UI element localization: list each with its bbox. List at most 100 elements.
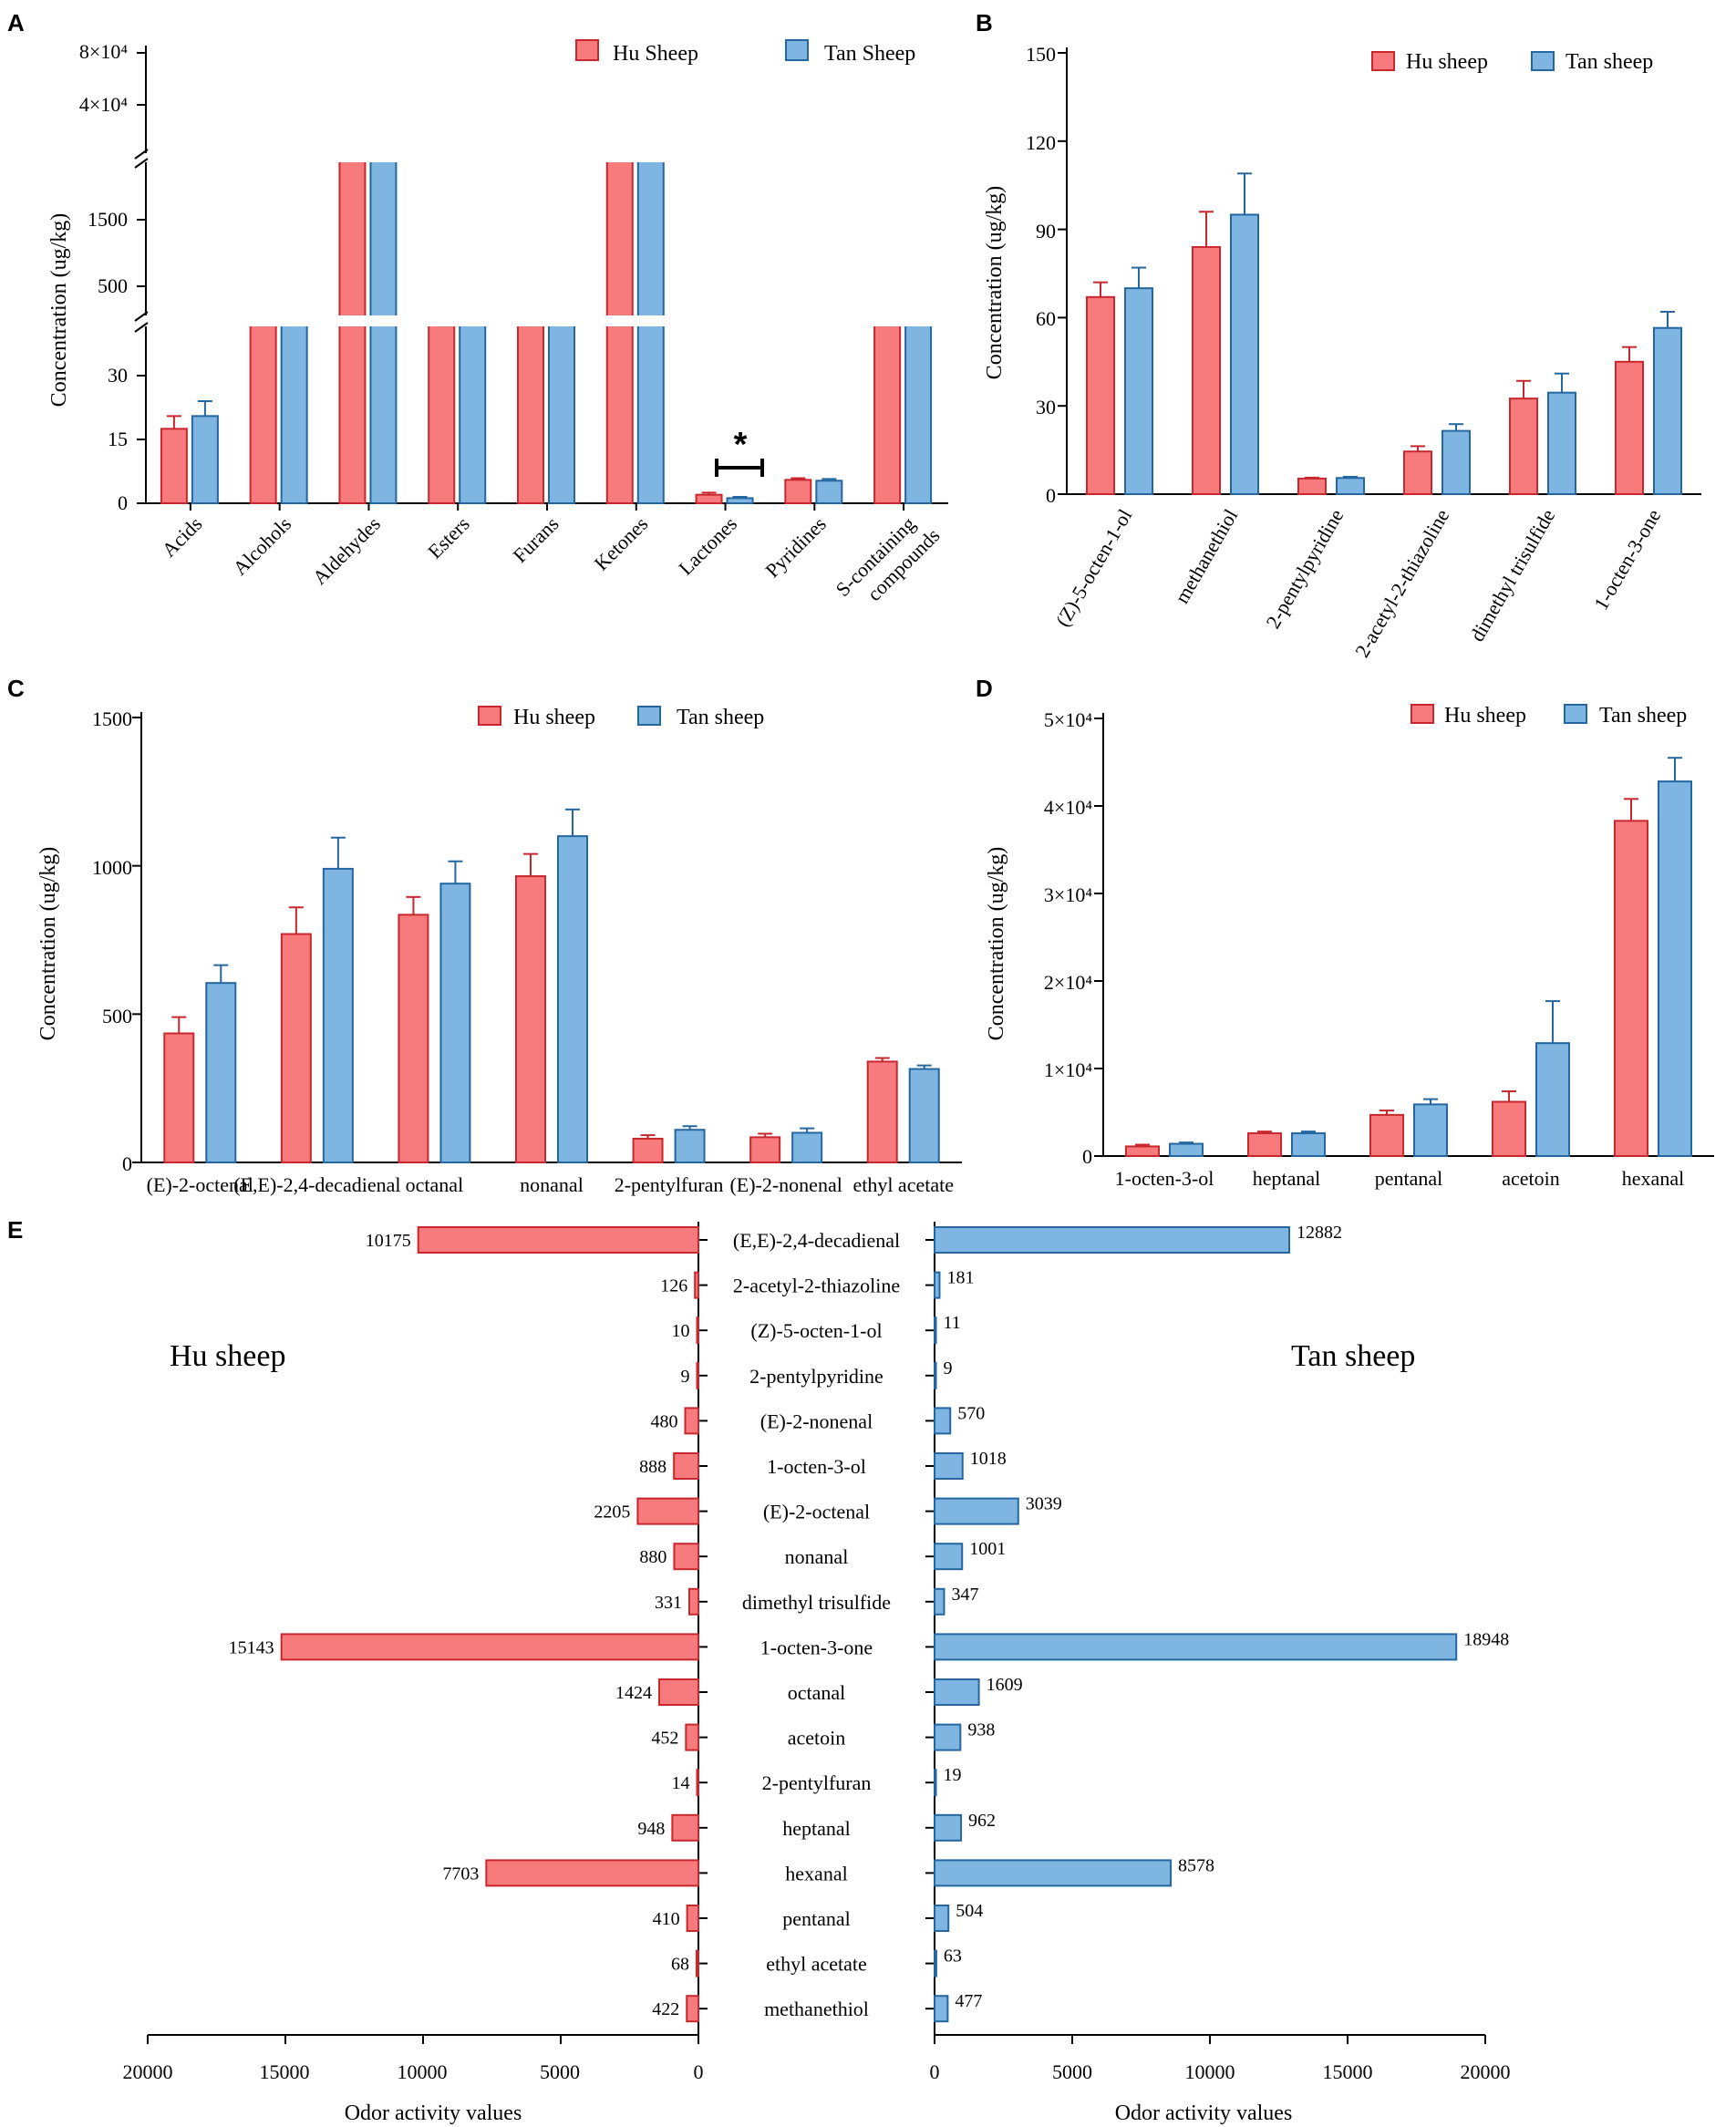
c-tick: 500 [102,1005,132,1027]
b-bar-hu [1192,245,1221,495]
a-axis-break-mark [134,322,149,333]
c-bar-tan [791,1131,823,1164]
e-category-label: (E,E)-2,4-decadienal [733,1229,900,1252]
a-bar-tan [548,316,575,504]
c-tick: 0 [122,1152,132,1175]
d-tick: 4×10⁴ [1044,796,1092,819]
e-category-label: heptanal [782,1817,851,1840]
legend-hu-label: Hu Sheep [613,42,698,66]
a-tick-4e4: 4×10⁴ [79,93,128,116]
e-bar-hu [636,1497,699,1525]
e-bar-hu [684,1407,700,1435]
a-bar-tan [369,156,398,504]
e-value-label-tan: 1018 [970,1449,1007,1469]
e-value-label-hu: 10175 [366,1231,411,1251]
c-y-axis-label: Concentration (ug/kg) [36,847,60,1041]
d-category-label: heptanal [1253,1167,1321,1190]
b-category-label: 1-octen-3-one [1589,505,1665,614]
a-category-label: Lactones [674,512,741,580]
a-tick-0: 0 [118,491,128,514]
b-tick: 0 [1046,484,1056,507]
e-value-label-hu: 15143 [229,1637,274,1657]
e-right-x-axis-label: Odor activity values [1115,2101,1293,2125]
b-bar-tan [1336,477,1365,496]
a-category-label: S-containingcompounds [831,506,944,619]
e-tick: 0 [694,2060,704,2083]
e-value-label-tan: 12882 [1297,1223,1342,1243]
e-right-ticks: 0 5000 10000 15000 20000 [930,2060,1511,2083]
e-value-label-tan: 18948 [1463,1629,1509,1649]
e-category-label: 2-pentylpyridine [749,1365,884,1388]
e-category-label: acetoin [788,1727,846,1750]
e-category-label: 1-octen-3-ol [767,1455,866,1478]
c-bar-hu [749,1136,781,1164]
b-y-axis-label: Concentration (ug/kg) [983,186,1007,380]
e-tick: 5000 [1052,2060,1092,2083]
c-category-label: (E)-2-octenal [147,1173,253,1196]
legend-hu-swatch [575,39,599,61]
d-bar-hu [1492,1100,1526,1157]
e-bar-tan [934,1271,941,1299]
e-value-label-hu: 452 [651,1729,678,1749]
a-tick-500: 500 [98,274,128,297]
e-category-label: (E)-2-nonenal [760,1409,873,1432]
e-value-label-tan: 3039 [1026,1494,1062,1514]
a-bar-tan [636,156,665,504]
e-bar-hu [671,1813,700,1842]
a-bar-tan [815,480,843,504]
e-category-label: ethyl acetate [766,1953,867,1976]
a-bar-hu [784,479,812,504]
legend-c: Hu sheep Tan sheep [478,706,764,729]
e-value-label-hu: 1424 [615,1683,652,1703]
legend-tan-label: Tan sheep [1599,704,1687,728]
e-value-label-hu: 68 [671,1955,689,1975]
b-bar-tan [1230,213,1259,495]
e-left-x-axis-label: Odor activity values [345,2101,522,2125]
legend-tan-swatch [1531,51,1555,71]
e-value-label-tan: 1001 [969,1539,1006,1559]
c-bar-hu [163,1032,195,1163]
d-bar-tan [1413,1103,1448,1157]
e-category-label: methanethiol [764,1998,869,2020]
e-tick: 20000 [123,2060,173,2083]
b-bar-hu [1509,398,1538,495]
e-bar-tan [934,1316,937,1345]
e-bar-hu [696,1316,699,1345]
b-bar-tan [1653,326,1682,495]
e-bar-hu [685,1723,700,1751]
e-bar-tan [934,1678,980,1706]
d-bar-hu [1125,1145,1160,1157]
a-bar-hu [695,493,723,505]
e-bar-hu [673,1543,700,1571]
a-y-axis-label: Concentration (ug/kg) [47,213,71,408]
e-category-label: (Z)-5-octen-1-ol [750,1319,882,1342]
e-bar-tan [934,1769,937,1797]
d-tick: 0 [1082,1145,1092,1168]
b-category-label: dimethyl trisulfide [1465,505,1559,645]
a-bar-hu [605,156,634,504]
d-bar-hu [1247,1132,1282,1158]
d-bar-tan [1169,1142,1204,1158]
b-bar-hu [1297,477,1327,496]
e-value-label-hu: 9 [681,1367,690,1387]
chart-marks: Acids Alcohols Aldehydes Esters Furans Ketone… [128,46,1714,2044]
b-category-label: 2-pentylpyridine [1261,505,1348,632]
e-value-label-hu: 888 [639,1457,666,1477]
legend-hu-swatch [1371,51,1395,71]
legend-a: Hu Sheep Tan Sheep [575,39,915,66]
e-bar-hu [694,1271,700,1299]
d-tick: 3×10⁴ [1044,883,1092,906]
c-bar-tan [908,1068,940,1164]
e-bar-hu [696,1769,699,1797]
e-bar-tan [934,1633,1458,1661]
e-value-label-tan: 938 [967,1720,995,1740]
b-tick: 90 [1036,220,1056,243]
b-y-ticks: 150 120 90 60 30 0 [1026,43,1056,507]
e-bar-hu [280,1633,699,1661]
e-category-label: octanal [788,1681,846,1704]
legend-tan-label: Tan sheep [677,706,764,729]
e-value-label-tan: 63 [944,1946,962,1967]
e-value-label-tan: 347 [951,1585,978,1605]
d-bar-tan [1291,1132,1326,1158]
panel-label-b: B [976,9,993,36]
